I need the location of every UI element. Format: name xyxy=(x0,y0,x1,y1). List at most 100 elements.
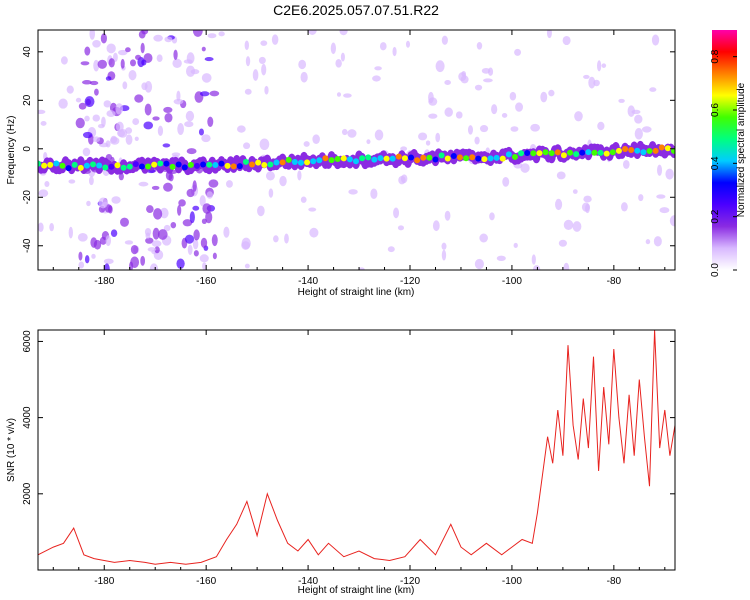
heatmap-noise-cell xyxy=(49,223,55,232)
heatmap-ridge-core xyxy=(230,163,237,170)
heatmap-noise-cell xyxy=(418,132,428,141)
heatmap-noise-cell xyxy=(308,207,317,212)
heatmap-ridge-core xyxy=(518,150,525,157)
snr-x-label: Height of straight line (km) xyxy=(298,585,415,596)
heatmap-noise-cell xyxy=(201,73,212,83)
heatmap-noise-cell xyxy=(259,138,270,151)
heatmap-ridge-core xyxy=(469,154,476,161)
heatmap-noise-cell xyxy=(441,242,447,250)
heatmap-noise-cell xyxy=(474,136,480,145)
colorbar: 0.0 0.2 0.4 0.6 0.8 Normalized spectral ampl… xyxy=(710,30,747,277)
heatmap-noise-cell xyxy=(92,114,100,122)
heatmap-noise-cell xyxy=(89,30,96,40)
heatmap-noise-cell xyxy=(244,40,250,51)
heatmap-ridge-core xyxy=(585,149,592,156)
heatmap-ridge-core xyxy=(297,159,304,166)
heatmap-ridge-core xyxy=(255,159,262,166)
heatmap-ridge-core xyxy=(487,155,494,162)
heatmap-ridge-core xyxy=(383,155,390,162)
heatmap-ridge-core xyxy=(548,150,555,157)
heatmap-noise-cell xyxy=(193,250,199,257)
heatmap-ridge-core xyxy=(65,165,72,172)
heatmap-ridge-core xyxy=(634,147,641,154)
heatmap-ridge-core xyxy=(352,158,359,165)
heatmap-noise-cell xyxy=(441,35,448,45)
heatmap-noise-cell xyxy=(307,30,317,35)
heatmap-noise-cell xyxy=(583,74,590,79)
heatmap-noise-cell xyxy=(546,30,552,39)
heatmap-noise-cell xyxy=(264,85,269,95)
heatmap-noise-cell xyxy=(444,210,451,221)
heatmap-noise-cell xyxy=(201,218,207,225)
heatmap-noise-cell xyxy=(135,54,142,61)
heatmap-ridge-core xyxy=(395,153,402,160)
heatmap-noise-cell xyxy=(515,102,524,112)
heatmap-ridge-core xyxy=(304,159,311,166)
snr-panel: -180 -160 -140 -120 -100 -80 2000 4000 6000 Hei… xyxy=(6,329,676,596)
spectrogram-x-label: Height of straight line (km) xyxy=(298,287,415,298)
heatmap-noise-cell xyxy=(620,202,628,212)
heatmap-noise-cell xyxy=(103,263,110,270)
x-tick-label: -100 xyxy=(502,576,522,587)
heatmap-noise-cell xyxy=(303,141,310,147)
x-tick-label: -140 xyxy=(298,276,318,287)
heatmap-ridge-core xyxy=(377,155,384,162)
heatmap-noise-cell xyxy=(128,69,137,81)
heatmap-noise-cell xyxy=(467,125,473,135)
heatmap-ridge-core xyxy=(212,161,219,168)
y-tick-label: 20 xyxy=(22,94,33,106)
heatmap-ridge-core xyxy=(224,162,231,169)
heatmap-noise-cell xyxy=(140,42,145,54)
heatmap-noise-cell xyxy=(244,88,252,95)
heatmap-noise-cell xyxy=(99,236,107,245)
heatmap-noise-cell xyxy=(168,173,174,182)
heatmap-noise-cell xyxy=(343,93,352,98)
heatmap-noise-cell xyxy=(397,225,405,231)
heatmap-noise-cell xyxy=(634,128,643,140)
heatmap-noise-cell xyxy=(458,72,467,82)
heatmap-ridge-core xyxy=(71,161,78,168)
heatmap-noise-cell xyxy=(653,236,662,247)
heatmap-ridge-core xyxy=(249,161,256,168)
heatmap-noise-cell xyxy=(120,217,129,227)
heatmap-noise-cell xyxy=(297,170,302,181)
spectrogram-heatmap xyxy=(38,30,675,270)
heatmap-noise-cell xyxy=(513,242,518,248)
heatmap-ridge-core xyxy=(573,151,580,158)
heatmap-noise-cell xyxy=(435,60,445,73)
heatmap-noise-cell xyxy=(80,61,90,66)
heatmap-noise-cell xyxy=(347,129,357,138)
heatmap-ridge-core xyxy=(597,149,604,156)
heatmap-noise-cell xyxy=(257,205,265,217)
heatmap-noise-cell xyxy=(75,97,82,103)
x-tick-label: -180 xyxy=(94,276,114,287)
heatmap-noise-cell xyxy=(146,205,154,214)
heatmap-ridge-core xyxy=(536,150,543,157)
heatmap-ridge-core xyxy=(181,164,188,171)
heatmap-ridge-core xyxy=(114,162,121,169)
heatmap-ridge-core xyxy=(126,163,133,170)
heatmap-noise-cell xyxy=(153,34,163,42)
heatmap-noise-cell xyxy=(509,91,517,101)
heatmap-noise-cell xyxy=(68,179,76,184)
x-tick-label: -160 xyxy=(196,276,216,287)
heatmap-ridge-core xyxy=(279,159,286,166)
heatmap-noise-cell xyxy=(81,80,92,85)
spectrogram-frame xyxy=(37,29,676,271)
heatmap-noise-cell xyxy=(141,59,147,66)
x-tick-label: -100 xyxy=(502,276,522,287)
x-tick-label: -160 xyxy=(196,576,216,587)
heatmap-noise-cell xyxy=(339,30,348,36)
heatmap-noise-cell xyxy=(441,249,447,261)
heatmap-ridge-core xyxy=(646,148,653,155)
heatmap-ridge-core xyxy=(193,162,200,169)
heatmap-noise-cell xyxy=(192,180,197,192)
heatmap-ridge-core xyxy=(41,162,48,169)
x-tick-label: -80 xyxy=(607,576,622,587)
heatmap-noise-cell xyxy=(201,46,206,52)
heatmap-ridge-core xyxy=(371,156,378,163)
heatmap-noise-cell xyxy=(192,205,200,211)
heatmap-ridge-core xyxy=(47,161,54,168)
heatmap-noise-cell xyxy=(118,49,128,56)
